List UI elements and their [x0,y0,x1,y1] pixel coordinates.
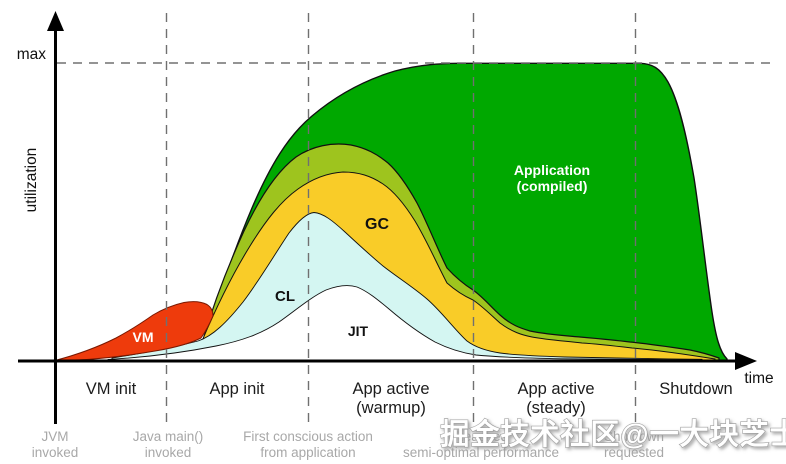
x-axis-arrow [735,352,757,370]
y-max-label: max [17,46,47,63]
app-compiled-label-line1: Application [514,162,590,178]
event-jvm-invoked-line1: JVM [42,429,69,444]
phase-steady-line2: (steady) [526,399,586,417]
cl-area-label: CL [275,288,295,305]
event-java-main-line1: Java main() [133,429,204,444]
y-axis-arrow [47,11,64,31]
gridlines [57,13,771,422]
axes [18,11,757,424]
phase-steady-line1: App active [517,380,594,398]
event-jvm-invoked-line2: invoked [32,445,79,460]
vm-area-label: VM [133,329,154,345]
phase-vm-init: VM init [86,380,137,398]
gc-area-label: GC [365,216,389,233]
event-shutdown-req-line1: Shutdown [604,429,664,444]
phase-warmup-line2: (warmup) [356,399,426,417]
event-first-action-line1: First conscious action [243,429,373,444]
area-vm [54,301,214,361]
area-jit [107,285,703,361]
jit-area-label: JIT [348,323,369,339]
event-first-action-line2: from application [260,445,355,460]
chart-areas [54,62,728,362]
event-shutdown-req-line2: requested [604,445,664,460]
event-semi-optimal-line1: Reached [454,429,508,444]
app-compiled-label-line2: (compiled) [517,178,588,194]
watermark-text: 掘金技术社区@一大块芝士 [440,417,786,451]
phase-app-init: App init [209,380,264,398]
phase-warmup-line1: App active [352,380,429,398]
event-semi-optimal-line2: semi-optimal performance [403,445,559,460]
phase-shutdown: Shutdown [659,380,732,398]
area-cl [111,212,703,361]
x-axis-label: time [744,370,773,387]
event-java-main-line2: invoked [145,445,192,460]
y-axis-label: utilization [23,148,40,213]
